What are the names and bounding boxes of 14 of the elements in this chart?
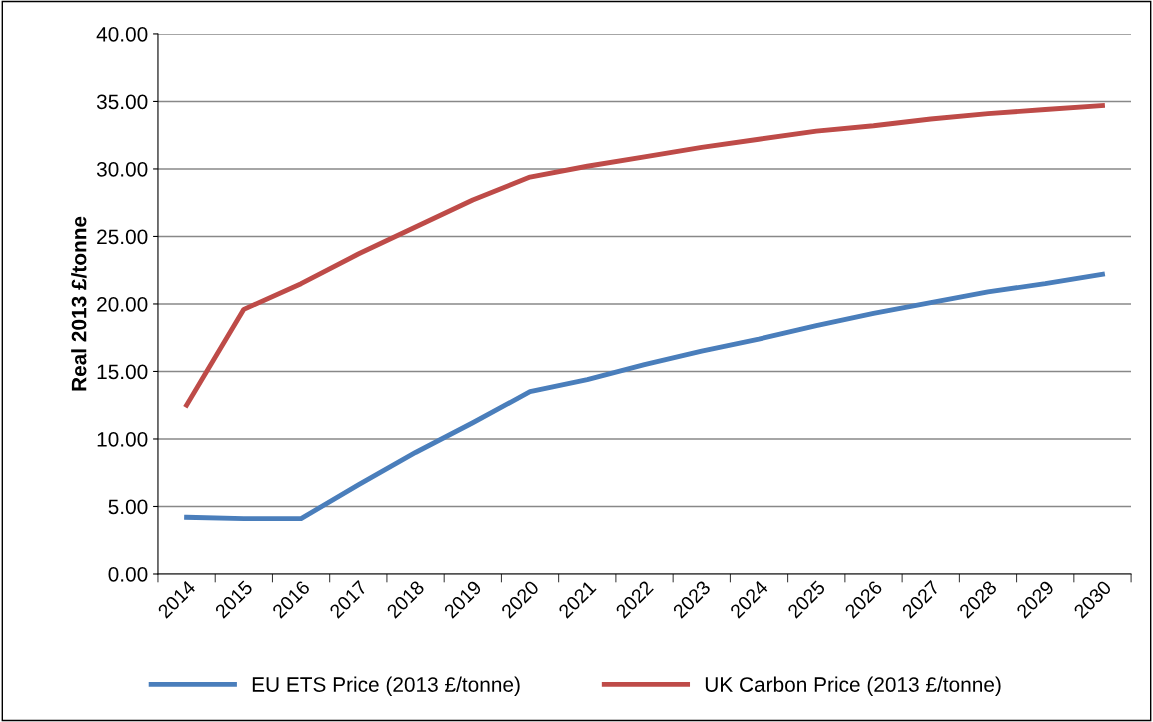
y-tick-label: 20.00 — [97, 296, 148, 312]
legend-label: UK Carbon Price (2013 £/tonne) — [705, 676, 1001, 697]
line-series — [184, 271, 1105, 522]
y-tick-label: 25.00 — [97, 229, 148, 245]
line-series — [184, 103, 1105, 408]
y-tick-label: 35.00 — [96, 94, 148, 110]
y-tick-label: 30.00 — [96, 161, 148, 177]
legend-label: EU ETS Price (2013 £/tonne) — [252, 676, 520, 697]
y-tick-label: 0.00 — [108, 566, 148, 582]
y-tick-label: 40.00 — [96, 26, 148, 42]
y-axis-title: Real 2013 £/tonne — [71, 216, 87, 391]
y-tick-label: 10.00 — [97, 431, 148, 447]
y-tick-label: 5.00 — [108, 499, 148, 515]
y-tick-label: 15.00 — [97, 364, 148, 380]
